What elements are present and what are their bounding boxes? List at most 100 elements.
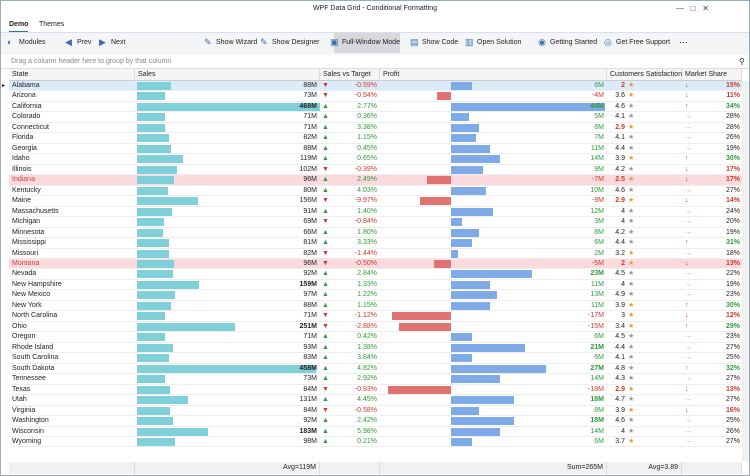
share-arrow: ↓ [685,82,689,89]
cell-sales: 88M [303,301,317,309]
row [9,363,742,375]
cell-sales: 131M [299,396,317,404]
cell-share: 27% [725,186,740,194]
share-arrow: ↑ [685,301,689,309]
cell-vs-target: 0.65% [357,155,377,163]
cell-state: Illinois [12,165,32,173]
search-icon[interactable]: ⚲ [739,57,745,66]
share-arrow: ↑ [685,322,689,330]
cell-state: Michigan [12,218,41,226]
column-header[interactable]: Sales [135,69,320,81]
satisfaction-star: ★ [628,333,635,341]
toolbar-button[interactable]: Modules [19,39,46,46]
cell-share: 27% [725,396,740,404]
column-header[interactable]: Profit [380,69,607,81]
cell-state: California [12,102,42,110]
more-button[interactable]: ··· [679,37,688,47]
row [9,436,742,448]
toolbar-button[interactable]: Full-Window Mode [342,39,400,46]
tab[interactable]: Demo [9,19,29,33]
toolbar-button[interactable]: Show Wizard [216,39,258,46]
target-icon: ▲ [322,102,329,110]
target-icon: ▲ [322,301,329,309]
toolbar-button[interactable]: Open Solution [477,39,522,46]
cell-satisfaction: 4 [621,280,625,288]
toolbar-button[interactable]: Getting Started [550,39,598,46]
cell-state: Wisconsin [12,427,44,435]
cell-vs-target: 2.42% [357,417,377,425]
cell-sales: 159M [299,280,317,288]
target-icon: ▲ [322,207,329,215]
profit-bar [451,396,514,405]
satisfaction-star: ★ [628,375,635,383]
share-arrow: ↓ [685,259,689,267]
cell-share: 13% [725,259,740,267]
toolbar-button[interactable]: Prev [77,39,92,46]
scrollbar[interactable] [742,81,749,461]
cell-vs-target: 1.33% [357,280,377,288]
share-arrow: → [685,270,692,278]
cell-vs-target: -0.93% [354,385,377,393]
cell-share: 32% [725,364,740,372]
profit-bar [451,343,525,352]
cell-satisfaction: 4.4 [615,343,625,351]
sales-bar [137,343,174,352]
sales-bar [137,291,175,300]
toolbar-icon: ▶ [99,37,106,47]
toolbar-button[interactable]: Get Free Support [616,39,671,46]
cell-vs-target: 0.42% [357,333,377,341]
profit-bar [451,228,479,237]
toolbar-button[interactable]: Show Designer [272,39,320,46]
share-arrow: → [685,354,692,362]
toolbar-selected [334,33,400,53]
target-icon: ▼ [322,312,329,320]
cell-share: 26% [725,427,740,435]
cell-profit: 2M [594,249,604,257]
row [9,154,742,165]
cell-sales: 98M [303,437,317,445]
cell-state: Nevada [12,270,37,278]
cell-satisfaction: 3.9 [615,155,625,163]
profit-bar [451,102,605,111]
satisfaction-star: ★ [628,249,635,257]
cell-sales: 84M [303,385,317,393]
column-header[interactable]: State [9,69,135,81]
sales-bar [137,396,189,405]
tab[interactable]: Themes [39,21,65,28]
target-icon: ▲ [322,123,329,131]
profit-bar [451,364,546,373]
column-header[interactable]: Sales vs Target [320,69,380,81]
cell-state: Missouri [12,249,39,257]
row [9,196,742,207]
row [9,101,742,113]
cell-sales: 102M [299,165,317,173]
target-icon: ▲ [322,364,329,372]
profit-bar [451,134,476,143]
cell-state: North Carolina [12,312,58,320]
summary-cell: Avg=3.89 [607,462,682,474]
target-icon: ▼ [322,82,329,89]
window-controls[interactable]: — □ ✕ [676,4,709,13]
cell-sales: 468M [299,102,317,110]
row [9,143,742,155]
cell-satisfaction: 4.2 [615,228,625,236]
column-header[interactable]: Customers Satisfaction [607,69,682,81]
share-arrow: → [685,228,692,236]
toolbar-button[interactable]: Next [111,39,126,46]
cell-share: 31% [725,239,740,247]
cell-share: 18% [725,249,740,257]
cell-state: Connecticut [12,123,49,131]
cell-state: New York [12,301,42,309]
share-arrow: ↑ [685,364,689,372]
column-header[interactable]: Market Share [682,69,742,81]
sales-bar [137,228,163,237]
satisfaction-star: ★ [628,239,635,247]
sales-bar [137,176,175,185]
cell-profit: 14M [590,155,604,163]
cell-vs-target: 1.40% [357,207,377,215]
profit-bar [451,437,472,446]
cell-satisfaction: 3 [621,312,625,320]
target-icon: ▲ [322,186,329,194]
share-arrow: → [685,333,692,341]
toolbar-button[interactable]: Show Code [422,39,459,46]
